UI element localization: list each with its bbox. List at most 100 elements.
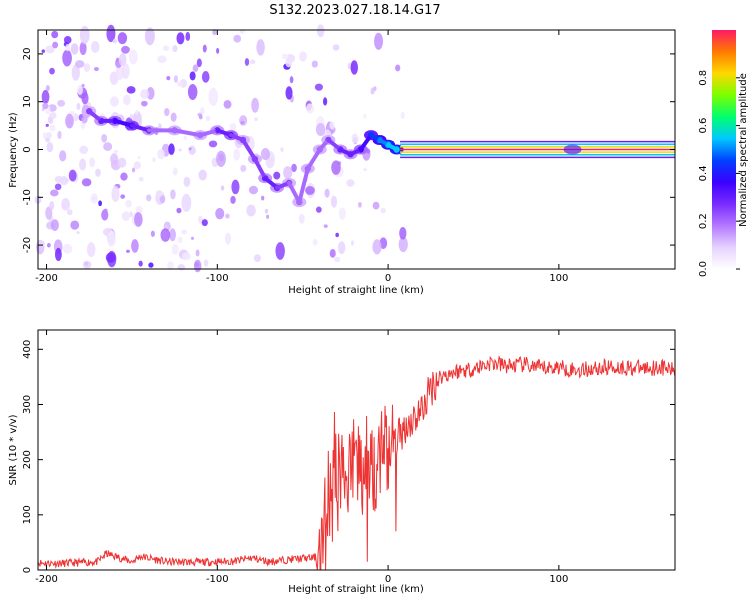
spectrogram-noise-blob bbox=[374, 32, 384, 50]
spectrogram-noise-blob bbox=[224, 232, 232, 245]
spectrogram-noise-blob bbox=[49, 67, 55, 75]
spectrogram-ridge-segment bbox=[297, 166, 310, 205]
snr-x-tick-label: -100 bbox=[206, 574, 229, 585]
spectrogram-x-tick-label: -200 bbox=[35, 273, 58, 284]
spectrogram-noise-blob bbox=[250, 59, 256, 65]
spectrogram-noise-blob bbox=[83, 63, 91, 72]
spectrogram-noise-blob bbox=[261, 195, 265, 201]
snr-x-tick-label: -200 bbox=[35, 574, 58, 585]
spectrogram-noise-blob bbox=[351, 133, 359, 144]
spectrogram-noise-blob bbox=[52, 41, 59, 49]
spectrogram-noise-blob bbox=[225, 213, 230, 219]
spectrogram-noise-blob bbox=[81, 83, 85, 88]
spectrogram-noise-blob bbox=[126, 249, 130, 253]
spectrogram-noise-blob bbox=[283, 166, 293, 180]
spectrogram-noise-blob bbox=[103, 142, 113, 151]
spectrogram-ridge-segment bbox=[287, 180, 302, 205]
spectrogram-noise-blob bbox=[212, 28, 217, 36]
snr-x-tick-label: 0 bbox=[385, 574, 391, 585]
spectrogram-noise-blob bbox=[298, 213, 305, 224]
spectrogram-noise-blob bbox=[332, 44, 340, 51]
spectrogram-noise-blob bbox=[230, 195, 236, 204]
snr-y-tick-label: 400 bbox=[22, 340, 33, 359]
spectrogram-noise-blob bbox=[152, 157, 156, 162]
colorbar-tick-label: 0.0 bbox=[698, 261, 709, 277]
spectrogram-noise-blob bbox=[329, 121, 335, 130]
spectrogram-noise-blob bbox=[168, 143, 175, 155]
spectrogram-noise-blob bbox=[157, 148, 165, 160]
spectrogram-noise-blob bbox=[400, 111, 405, 119]
spectrogram-noise-blob bbox=[45, 131, 53, 139]
spectrogram-noise-blob bbox=[148, 262, 154, 268]
spectrogram-noise-blob bbox=[177, 264, 186, 271]
spectrogram-noise-blob bbox=[86, 242, 96, 258]
spectrogram-noise-blob bbox=[76, 102, 81, 111]
spectrogram-noise-blob bbox=[197, 215, 203, 224]
spectrogram-noise-blob bbox=[62, 49, 72, 67]
spectrogram-noise-blob bbox=[45, 45, 55, 54]
spectrogram-noise-blob bbox=[289, 76, 294, 84]
spectrogram-noise-blob bbox=[185, 31, 191, 41]
spectrogram-noise-blob bbox=[233, 34, 242, 43]
spectrogram-noise-blob bbox=[338, 207, 346, 220]
snr-y-tick-label: 0 bbox=[22, 567, 33, 573]
spectrogram-noise-blob bbox=[50, 189, 59, 197]
figure-title: S132.2023.027.18.14.G17 bbox=[269, 3, 440, 18]
spectrogram-noise-blob bbox=[144, 27, 155, 46]
spectrogram-noise-blob bbox=[37, 240, 45, 247]
spectrogram-noise-blob bbox=[231, 179, 240, 195]
spectrogram-noise-blob bbox=[177, 236, 183, 244]
spectrogram-noise-blob bbox=[162, 45, 170, 51]
spectrogram-noise-blob bbox=[131, 167, 136, 173]
spectrogram-ridge-segment bbox=[228, 133, 245, 142]
spectrogram-noise-blob bbox=[159, 195, 166, 204]
spectrogram-noise-blob bbox=[45, 206, 53, 220]
spectrogram-noise-blob bbox=[106, 24, 116, 43]
spectrogram-noise-blob bbox=[203, 259, 209, 267]
spectrogram-noise-blob bbox=[41, 49, 46, 53]
snr-x-tick-label: 100 bbox=[549, 574, 568, 585]
spectrogram-ridge-segment bbox=[317, 137, 331, 152]
spectrogram-noise-blob bbox=[205, 115, 211, 122]
spectrogram-noise-blob bbox=[314, 83, 323, 91]
spectrogram-noise-blob bbox=[50, 219, 59, 231]
colorbar-tick-label: 0.4 bbox=[698, 165, 709, 181]
spectrogram-noise-blob bbox=[131, 239, 139, 253]
spectrogram-noise-blob bbox=[111, 186, 120, 203]
spectrogram-noise-blob bbox=[105, 252, 116, 263]
spectrogram-noise-blob bbox=[251, 97, 259, 113]
spectrogram-ridge-segment bbox=[386, 142, 399, 152]
spectrogram-noise-blob bbox=[188, 145, 196, 156]
spectrogram-noise-blob bbox=[201, 219, 208, 227]
spectrogram-noise-blob bbox=[275, 242, 285, 260]
spectrogram-noise-blob bbox=[312, 238, 318, 246]
spectrogram-noise-blob bbox=[134, 212, 143, 227]
spectrogram-noise-blob bbox=[198, 114, 203, 120]
spectrogram-noise-blob bbox=[350, 60, 359, 75]
spectrogram-noise-blob bbox=[299, 51, 307, 62]
spectrogram-noise-blob bbox=[200, 107, 205, 115]
spectrogram-noise-blob bbox=[79, 25, 90, 44]
spectrogram-noise-blob bbox=[216, 150, 226, 167]
spectrogram-noise-blob bbox=[46, 243, 51, 248]
spectrogram-noise-blob bbox=[372, 239, 382, 255]
spectrogram-noise-blob bbox=[291, 163, 297, 173]
spectrogram-noise-blob bbox=[208, 87, 219, 106]
spectrogram-noise-blob bbox=[137, 156, 141, 160]
colorbar-tick-label: 0.6 bbox=[698, 118, 709, 134]
spectrogram-noise-blob bbox=[90, 193, 98, 204]
spectrogram-noise-blob bbox=[89, 157, 96, 168]
spectrogram-noise-blob bbox=[244, 58, 250, 66]
spectrogram-noise-blob bbox=[198, 169, 207, 181]
spectrogram-noise-blob bbox=[109, 96, 119, 107]
spectrogram-noise-blob bbox=[178, 148, 182, 152]
spectrogram-noise-blob bbox=[370, 87, 375, 95]
spectrogram-noise-blob bbox=[128, 49, 138, 65]
spectrogram-noise-blob bbox=[172, 45, 178, 53]
snr-plot: -200 -100 0 100 0 100 200 300 400 Height of str… bbox=[8, 329, 676, 595]
spectrogram-noise-blob bbox=[337, 241, 346, 255]
spectrogram-noise-blob bbox=[49, 124, 56, 132]
snr-series-line bbox=[37, 355, 676, 571]
colorbar-gradient bbox=[712, 30, 736, 269]
